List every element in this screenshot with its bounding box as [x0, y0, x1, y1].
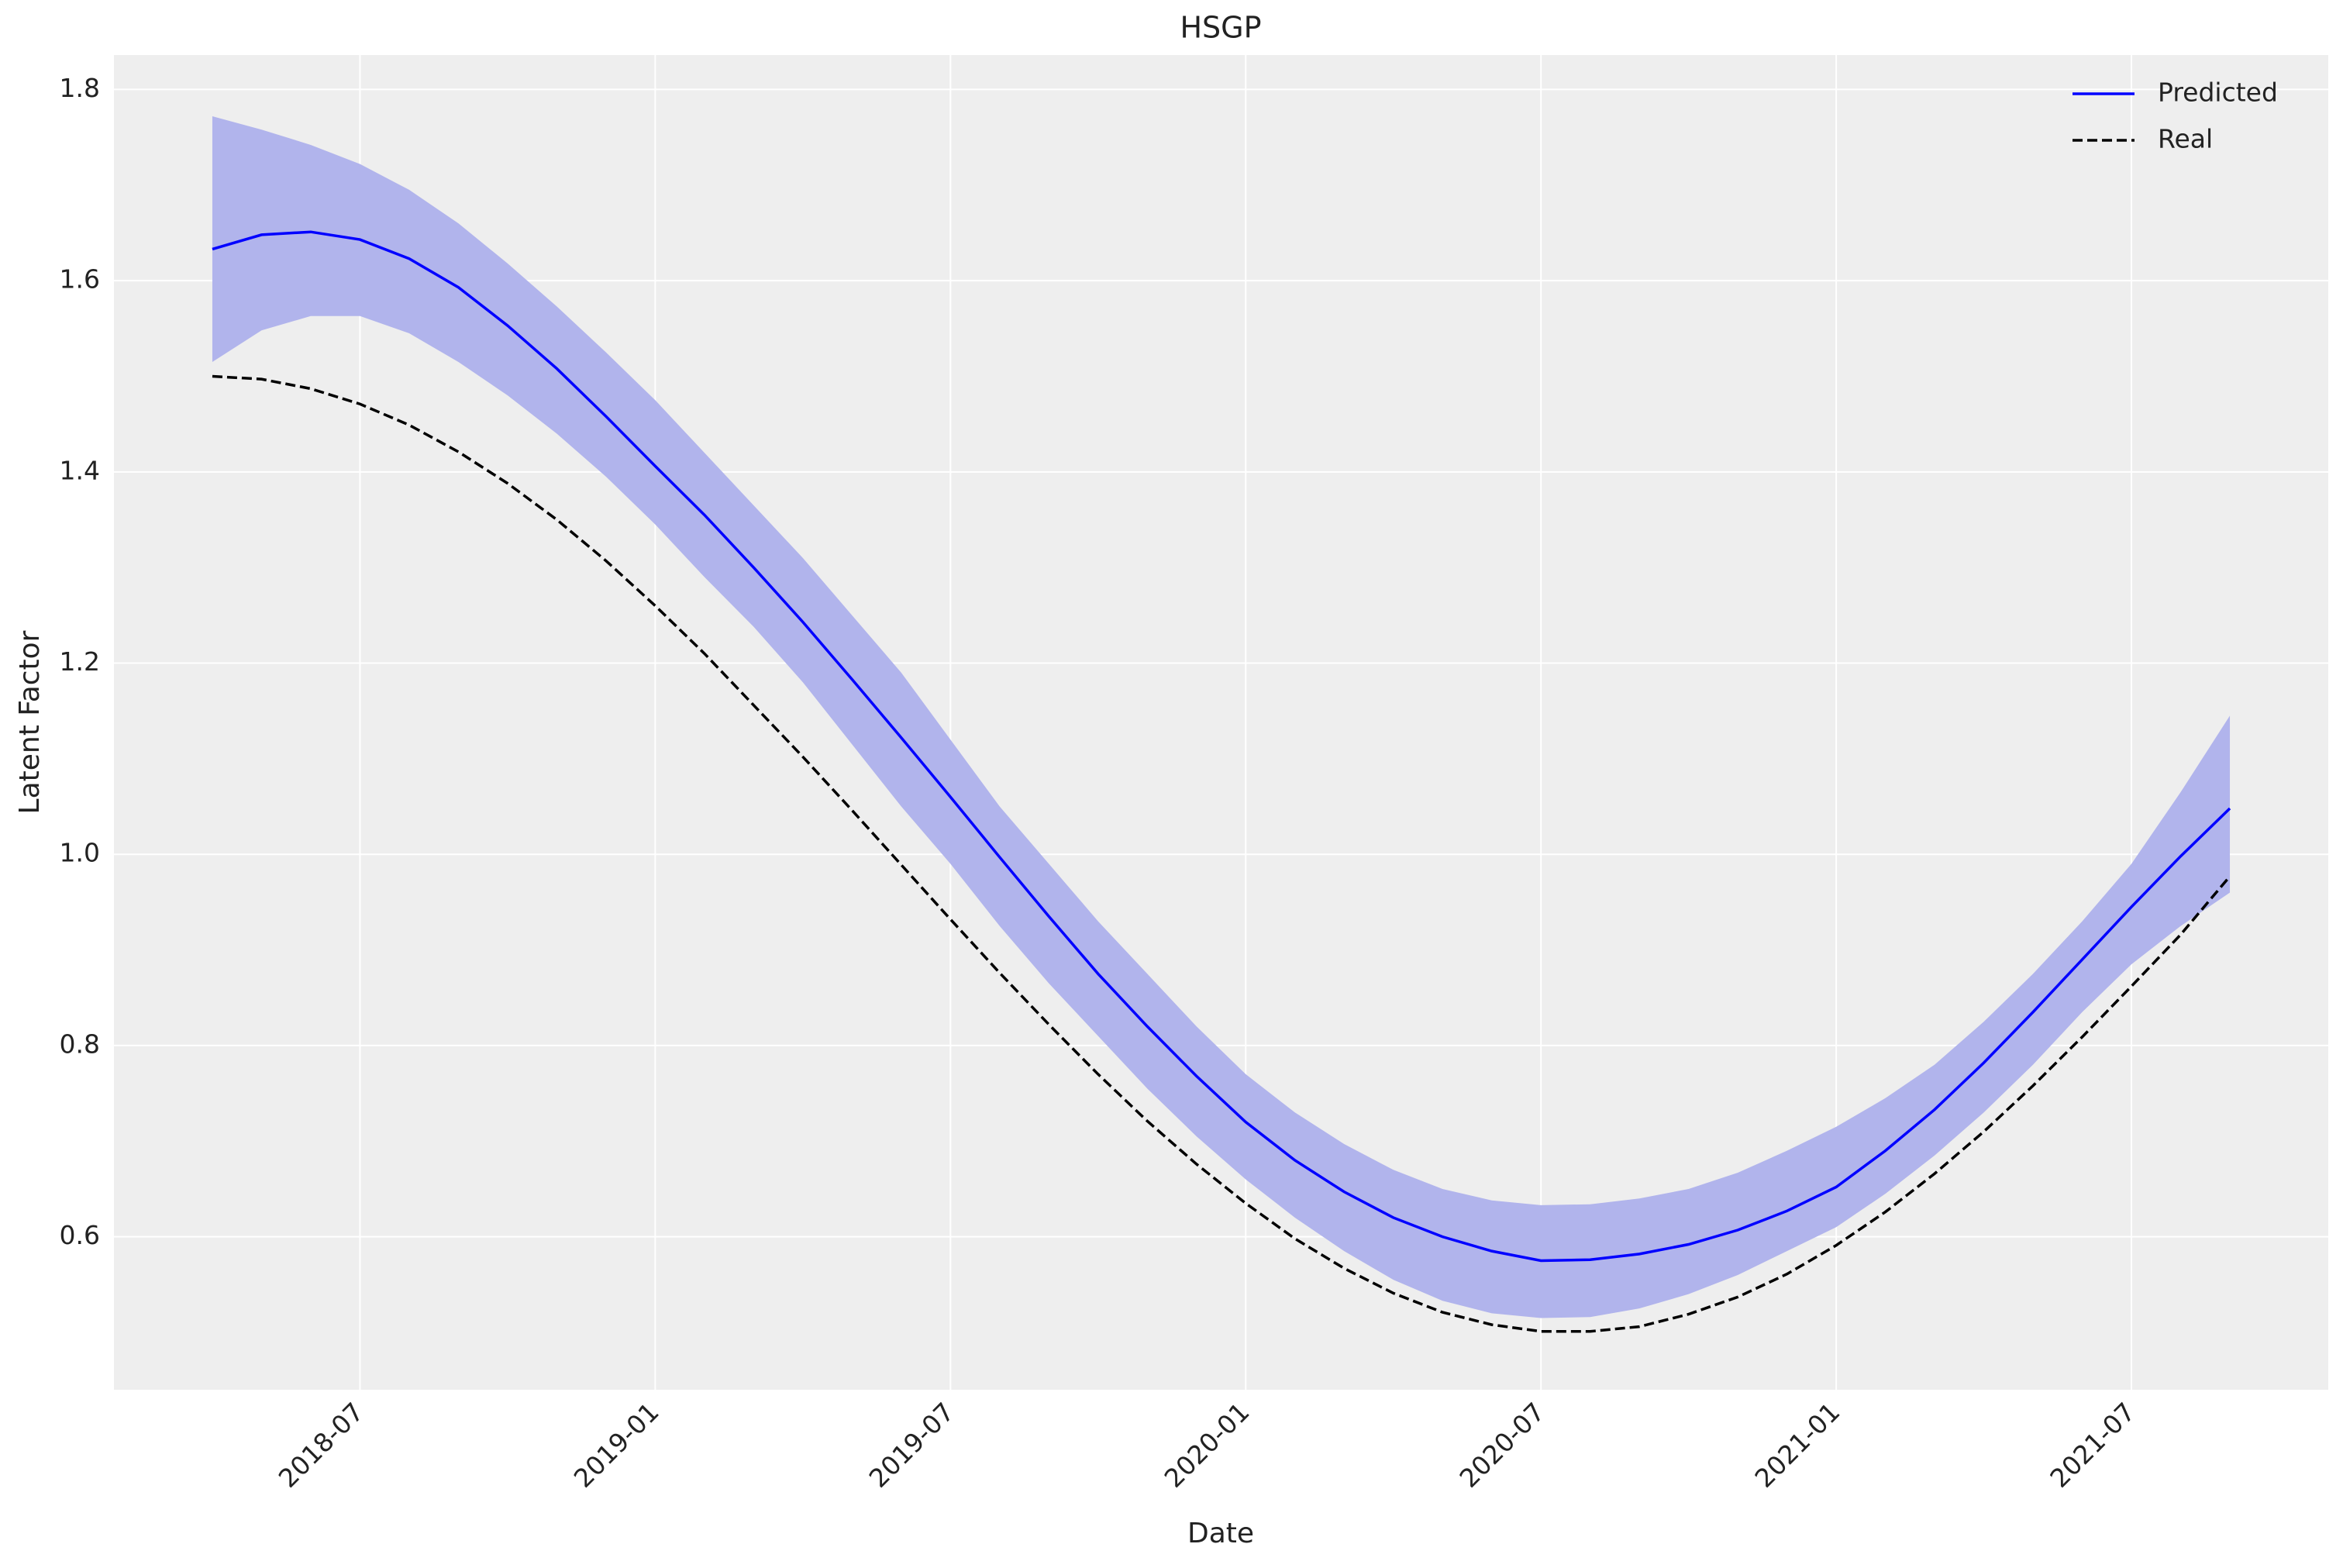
x-axis-label: Date	[1187, 1518, 1254, 1549]
chart-title: HSGP	[1180, 11, 1261, 45]
x-tick-label: 2021-01	[1749, 1397, 1845, 1494]
x-tick-label: 2021-07	[2044, 1397, 2141, 1494]
x-tick-label: 2019-07	[863, 1397, 960, 1494]
y-tick-label: 1.4	[60, 455, 100, 485]
x-tick-label: 2020-07	[1453, 1397, 1550, 1494]
series-line	[212, 230, 2231, 1263]
y-tick-label: 0.6	[60, 1220, 100, 1250]
series-line	[212, 374, 2231, 1333]
y-tick-label: 1.2	[60, 646, 100, 677]
y-axis-label: Latent Factor	[14, 630, 46, 814]
x-tick-label: 2019-01	[568, 1397, 665, 1494]
y-tick-label: 1.6	[60, 264, 100, 295]
legend-label: Real	[2158, 124, 2213, 154]
x-tick-label: 2020-01	[1159, 1397, 1256, 1494]
y-tick-label: 1.8	[60, 73, 100, 103]
legend-label: Predicted	[2158, 78, 2278, 108]
y-tick-label: 1.0	[60, 838, 100, 868]
interval-band	[212, 115, 2231, 1318]
x-tick-label: 2018-07	[273, 1397, 370, 1494]
y-tick-label: 0.8	[60, 1029, 100, 1059]
